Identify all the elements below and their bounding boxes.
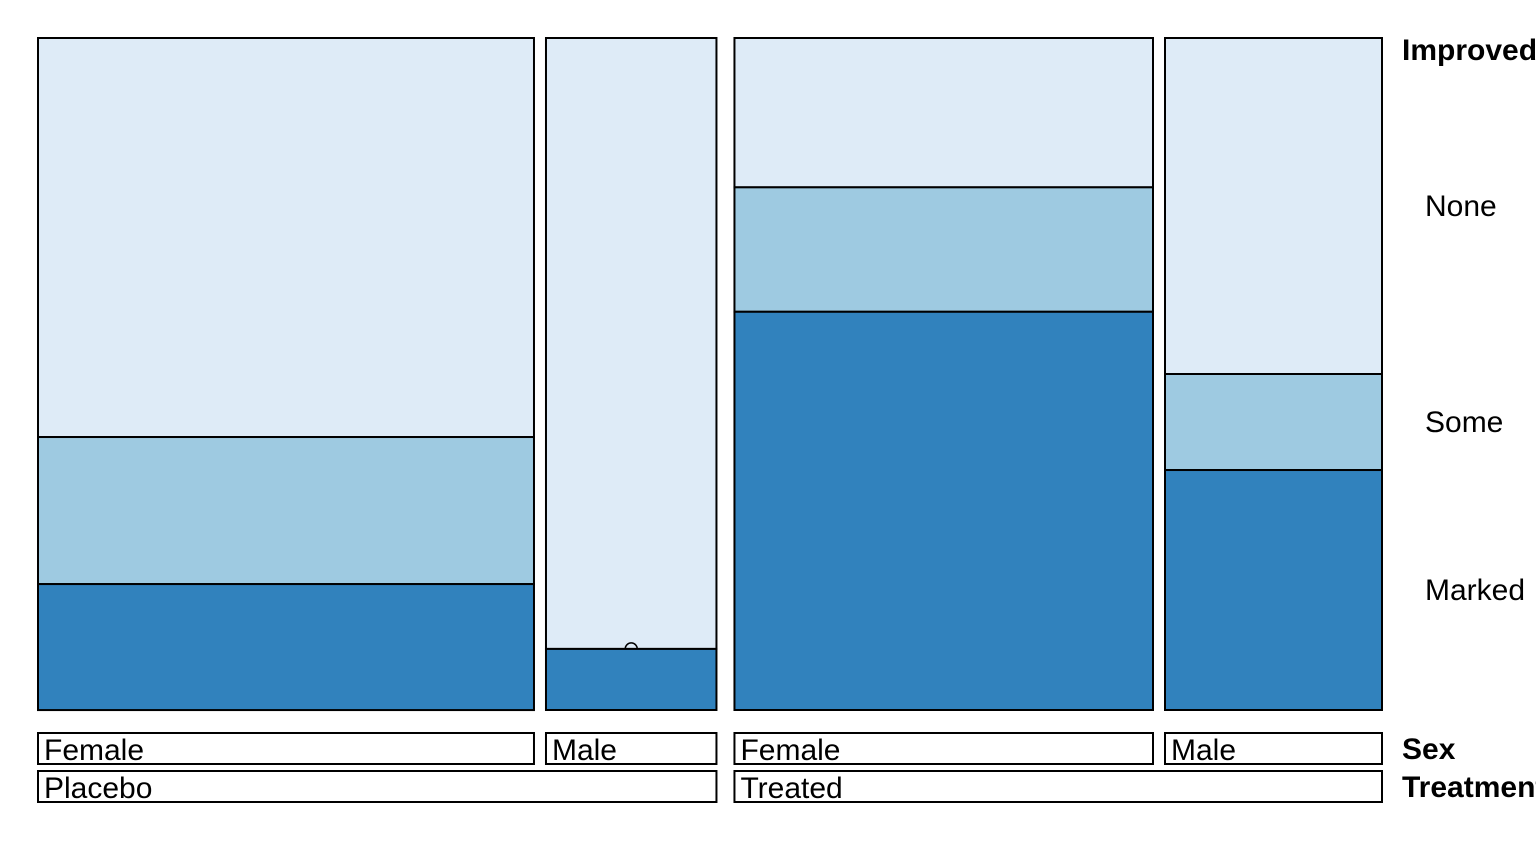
- legend: Improved None Some Marked Sex Treatment: [1402, 34, 1536, 804]
- tile-treated-female-some: [733, 186, 1155, 313]
- tile-placebo-female-some: [37, 436, 535, 586]
- tile-treated-male-none: [1164, 37, 1383, 375]
- strip-sex-treated-male: [1164, 732, 1383, 765]
- tile-treated-male-marked: [1164, 469, 1383, 711]
- strip-sex-label: Female: [44, 734, 144, 767]
- strip-treatment-treated: [733, 770, 1383, 803]
- tile-placebo-female-none: [37, 37, 535, 439]
- tile-placebo-male-marked: [544, 647, 718, 711]
- strip-sex-placebo-female: [37, 732, 535, 765]
- tile-treated-male-some: [1164, 373, 1383, 472]
- strip-labels: Female Male Female Male Placebo Treated: [37, 732, 1383, 805]
- mosaic-tiles: [37, 37, 1383, 712]
- strip-sex-placebo-male: [544, 732, 718, 765]
- strip-treatment-placebo: [37, 770, 718, 803]
- tile-placebo-male-none: [544, 37, 718, 650]
- tile-treated-female-none: [733, 37, 1155, 189]
- legend-level-none: None: [1425, 190, 1497, 223]
- legend-title-sex: Sex: [1402, 733, 1456, 766]
- strip-sex-label: Female: [740, 734, 840, 767]
- legend-title-improved: Improved: [1402, 34, 1536, 67]
- strip-treatment-label: Placebo: [44, 772, 152, 805]
- legend-level-marked: Marked: [1425, 574, 1525, 607]
- zero-cell-marker-placebo-male-some: [624, 642, 638, 650]
- strip-sex-label: Male: [1171, 734, 1236, 767]
- strip-treatment-label: Treated: [740, 772, 842, 805]
- strip-sex-label: Male: [552, 734, 617, 767]
- legend-level-some: Some: [1425, 406, 1503, 439]
- legend-title-treatment: Treatment: [1402, 771, 1536, 804]
- tile-treated-female-marked: [733, 310, 1155, 711]
- tile-placebo-female-marked: [37, 583, 535, 712]
- strip-sex-treated-female: [733, 732, 1155, 765]
